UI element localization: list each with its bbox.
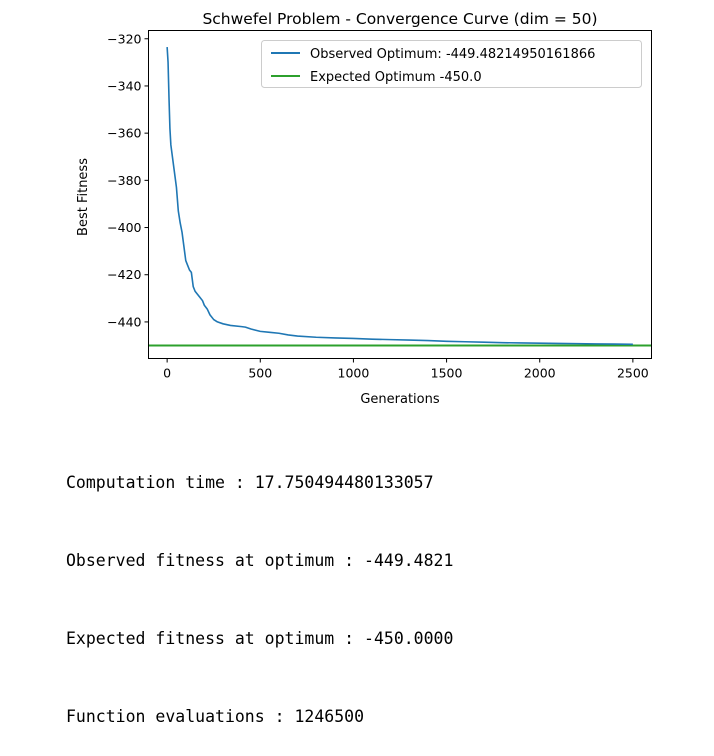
y-tick-label: −320 [107, 31, 141, 46]
x-tick-label: 2500 [617, 366, 649, 381]
y-tick-label: −400 [107, 220, 141, 235]
y-tick-label: −420 [107, 267, 141, 282]
expected-fitness-line: Expected fitness at optimum : -450.0000 [66, 629, 454, 648]
x-axis-label: Generations [360, 392, 440, 407]
chart-title: Schwefel Problem - Convergence Curve (di… [202, 10, 597, 28]
x-tick-label: 1500 [431, 366, 463, 381]
computation-time-line: Computation time : 17.750494480133057 [66, 473, 434, 492]
y-tick-label: −440 [107, 314, 141, 329]
y-tick-label: −360 [107, 126, 141, 141]
x-tick-label: 1000 [338, 366, 370, 381]
y-axis-label: Best Fitness [76, 158, 91, 236]
legend-box [261, 40, 642, 88]
console-output: Computation time : 17.750494480133057 Ob… [66, 418, 453, 756]
observed-optimum-line [166, 46, 633, 346]
x-tick-label: 0 [163, 366, 171, 381]
plot-area [148, 46, 652, 347]
legend-label-observed: Observed Optimum: -449.48214950161866 [310, 47, 595, 62]
x-tick-label: 500 [248, 366, 272, 381]
observed-fitness-line: Observed fitness at optimum : -449.4821 [66, 551, 454, 570]
y-tick-label: −380 [107, 173, 141, 188]
x-tick-label: 2000 [524, 366, 556, 381]
legend: Observed Optimum: -449.48214950161866 Ex… [261, 40, 642, 88]
y-tick-label: −340 [107, 78, 141, 93]
axes-frame [148, 30, 652, 359]
function-evaluations-line: Function evaluations : 1246500 [66, 707, 365, 726]
axis-ticks: 0 500 1000 1500 2000 2500 −320 −340 −360 −380 −400… [107, 31, 649, 380]
legend-label-expected: Expected Optimum -450.0 [310, 70, 482, 85]
convergence-chart: Schwefel Problem - Convergence Curve (di… [76, 10, 652, 407]
